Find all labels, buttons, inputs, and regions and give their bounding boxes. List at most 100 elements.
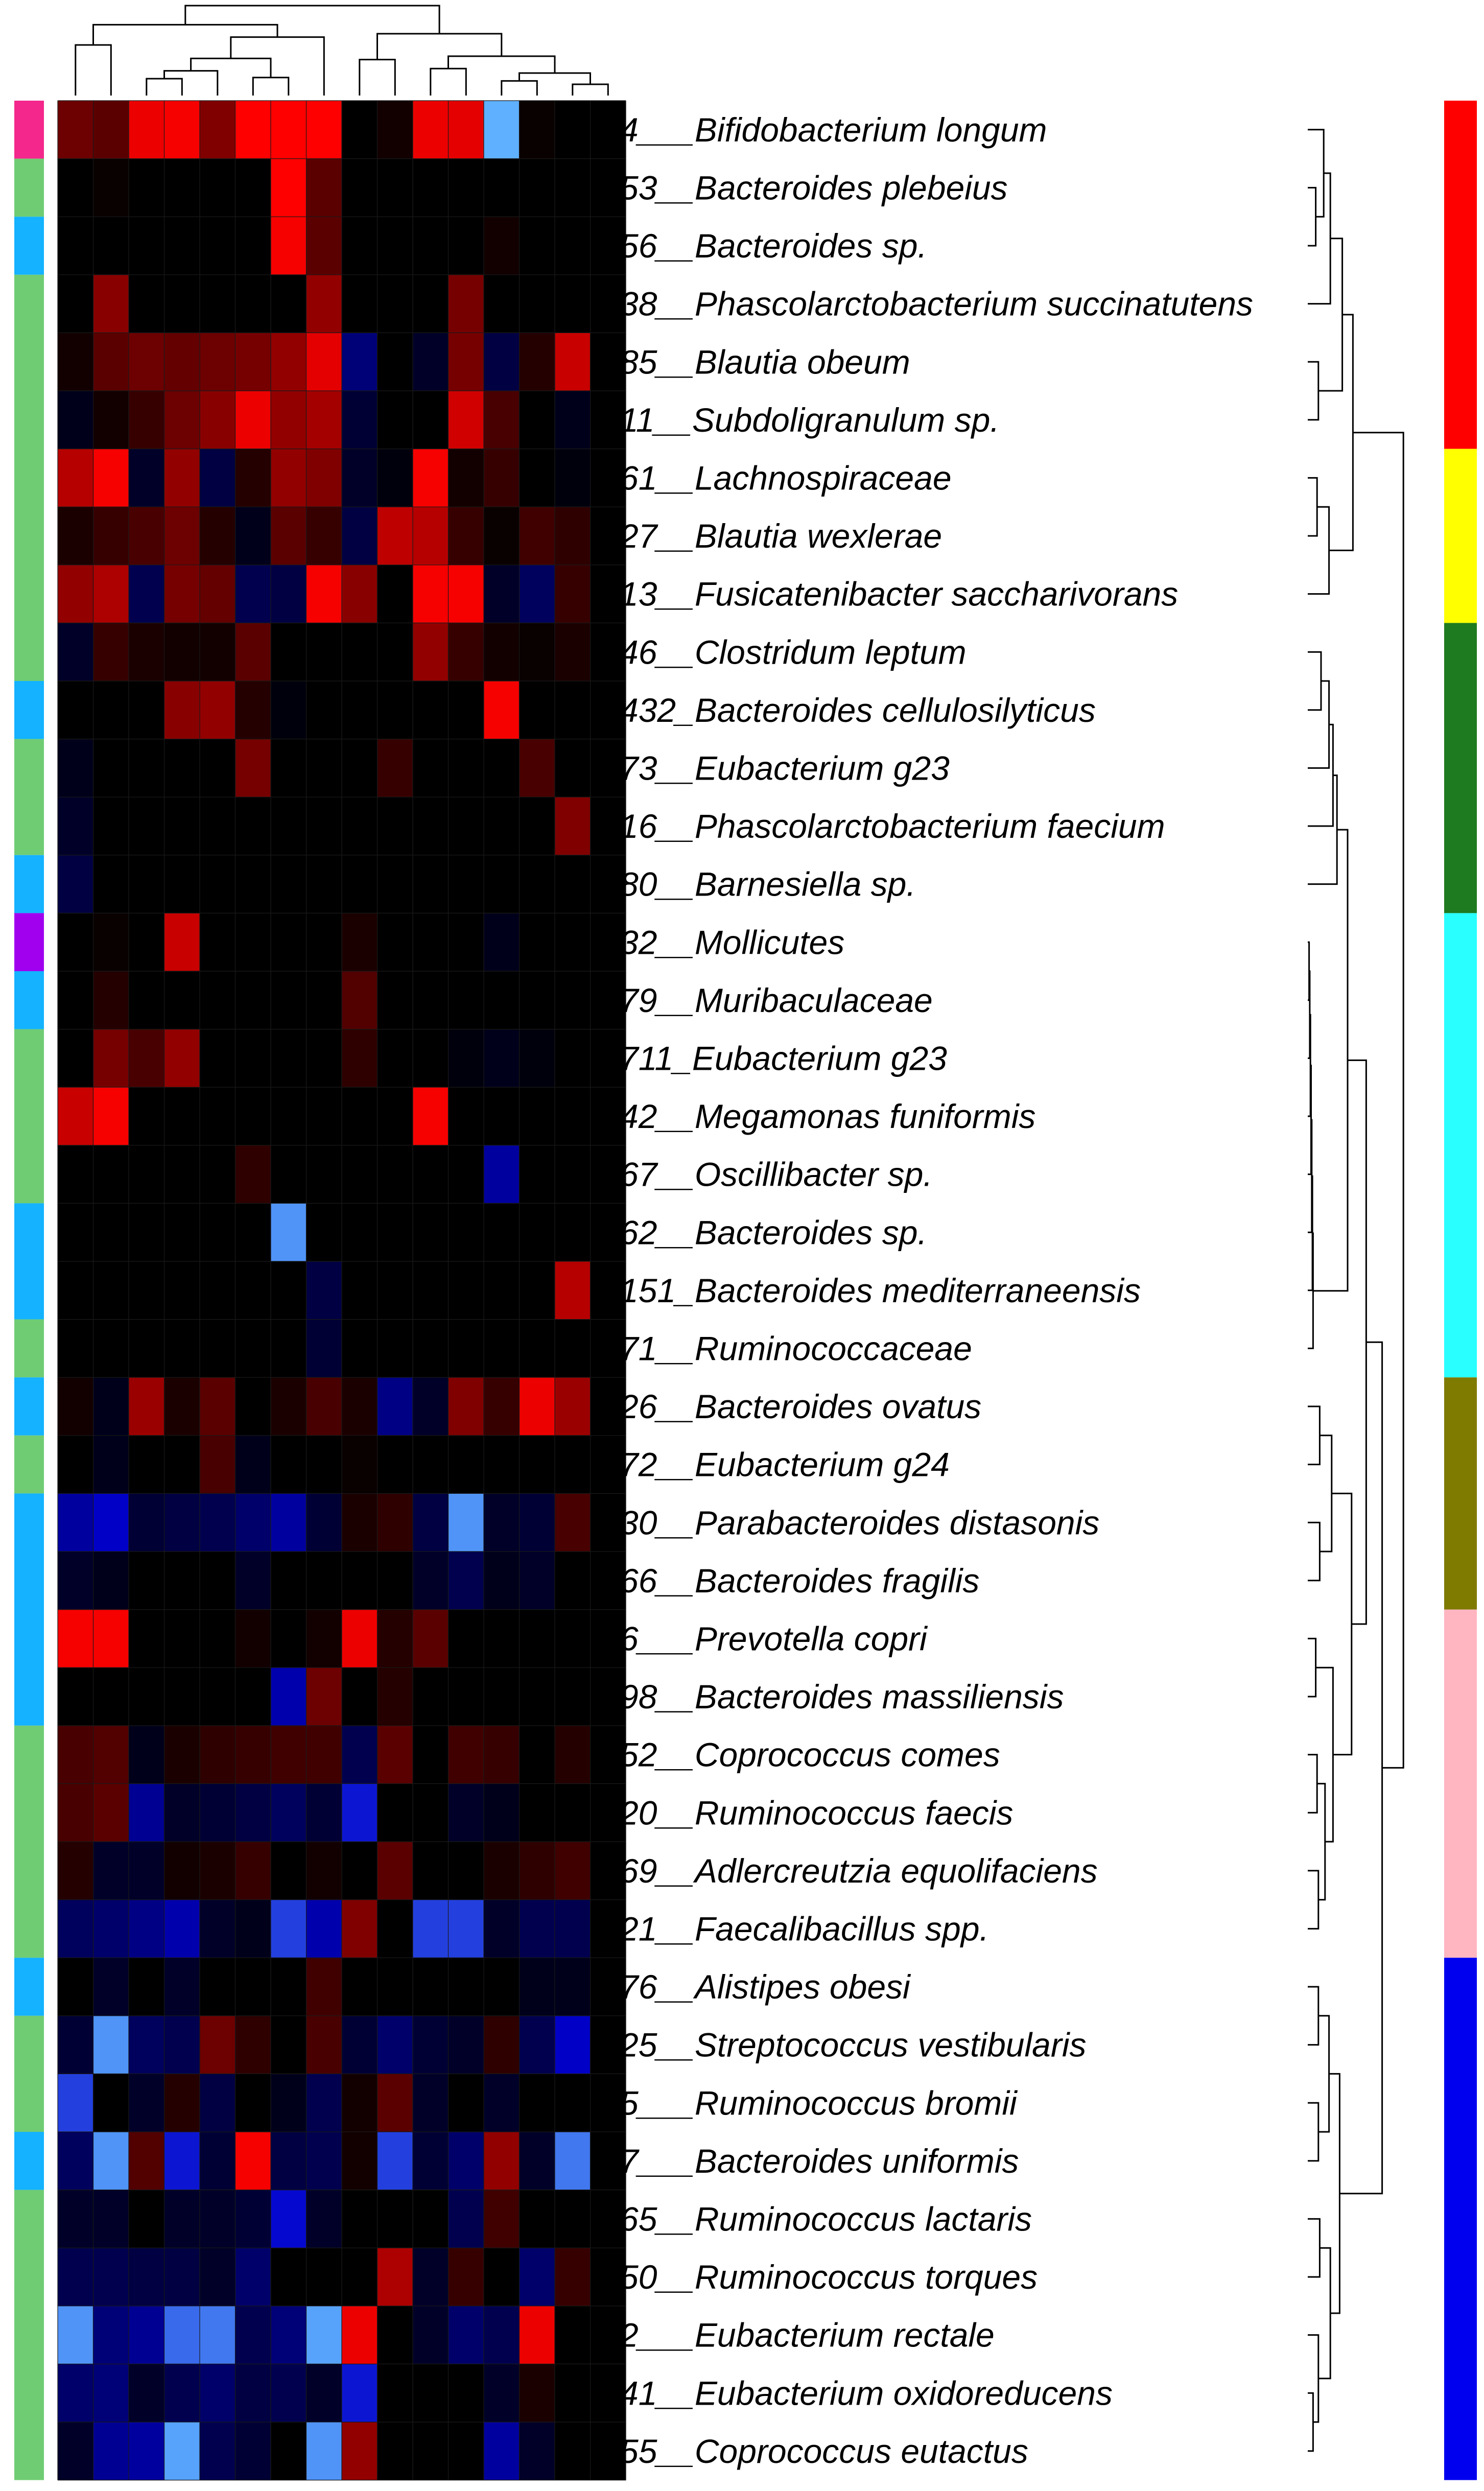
heatmap-cell (342, 2364, 378, 2423)
heatmap-cell (58, 797, 94, 856)
heatmap-cell (377, 623, 413, 682)
heatmap-cell (129, 1319, 165, 1378)
heatmap-cell (306, 681, 342, 740)
heatmap-cell (58, 2074, 94, 2132)
heatmap-cell (306, 1842, 342, 1900)
heatmap-cell (342, 274, 378, 333)
cluster-segment-olive (1444, 1377, 1477, 1610)
heatmap-cell (129, 1725, 165, 1784)
heatmap-cell (164, 1842, 200, 1900)
heatmap-cell (58, 217, 94, 275)
heatmap-cell (448, 158, 484, 217)
heatmap-cell (235, 217, 271, 275)
heatmap-cell (235, 391, 271, 450)
heatmap-cell (93, 2190, 129, 2248)
heatmap-cell (484, 565, 520, 623)
heatmap-cell (93, 2015, 129, 2074)
heatmap-cell (93, 1667, 129, 1726)
heatmap-cell (200, 2190, 236, 2248)
heatmap-cell (306, 1958, 342, 2016)
heatmap-cell (377, 2015, 413, 2074)
heatmap-cell (93, 1552, 129, 1610)
row-label: 151_Bacteroides mediterraneensis (620, 1272, 1141, 1309)
heatmap-cell (235, 1725, 271, 1784)
heatmap-cell (200, 449, 236, 507)
heatmap-cell (200, 565, 236, 623)
row-label: 76__Alistipes obesi (620, 1968, 911, 2006)
heatmap-cell (164, 2306, 200, 2364)
heatmap-cell (271, 1493, 307, 1552)
heatmap-cell (377, 274, 413, 333)
heatmap-cell (271, 797, 307, 856)
heatmap-cell (93, 2248, 129, 2307)
heatmap-cell (519, 274, 555, 333)
phylum-segment-green (14, 2015, 44, 2132)
row-label: 55__Coprococcus eutactus (620, 2432, 1028, 2470)
row-label: 32__Mollicutes (620, 923, 844, 961)
heatmap-cell (342, 2132, 378, 2191)
heatmap-cell (164, 855, 200, 913)
heatmap-cell (200, 274, 236, 333)
heatmap-cell (200, 1899, 236, 1958)
heatmap-cell (555, 449, 591, 507)
heatmap-cell (164, 333, 200, 391)
heatmap-cell (164, 2422, 200, 2481)
row-label: 41__Eubacterium oxidoreducens (620, 2374, 1113, 2412)
heatmap-cell (448, 1145, 484, 1204)
heatmap-cell (200, 2132, 236, 2191)
heatmap-cell (271, 1435, 307, 1494)
heatmap-cell (555, 797, 591, 856)
heatmap-cell (590, 1029, 626, 1088)
heatmap-cell (555, 1609, 591, 1668)
heatmap-cell (555, 2248, 591, 2307)
row-label: 73__Eubacterium g23 (620, 749, 950, 787)
heatmap-cell (93, 1377, 129, 1436)
heatmap-cell (519, 1203, 555, 1262)
heatmap-cell (590, 1435, 626, 1494)
heatmap-cell (235, 507, 271, 566)
heatmap-cell (484, 623, 520, 682)
heatmap-cell (484, 797, 520, 856)
heatmap-cell (590, 2190, 626, 2248)
heatmap-cell (200, 2306, 236, 2364)
heatmap-cell (555, 565, 591, 623)
heatmap-cell (306, 971, 342, 1030)
heatmap-cell (555, 1958, 591, 2016)
heatmap-cell (93, 1725, 129, 1784)
heatmap-cell (448, 391, 484, 450)
heatmap-cell (590, 1145, 626, 1204)
heatmap-cell (590, 565, 626, 623)
heatmap-cell (306, 1145, 342, 1204)
heatmap-cell (58, 1667, 94, 1726)
heatmap-cell (306, 1493, 342, 1552)
heatmap-cell (448, 565, 484, 623)
heatmap-cell (413, 1609, 449, 1668)
phylum-segment-sky (14, 217, 44, 275)
heatmap-cell (164, 274, 200, 333)
heatmap-cell (519, 2015, 555, 2074)
heatmap-cell (235, 1087, 271, 1146)
heatmap-cell (413, 507, 449, 566)
heatmap-cell (413, 2364, 449, 2423)
heatmap-cell (590, 507, 626, 566)
heatmap-cell (306, 1087, 342, 1146)
heatmap-cell (377, 855, 413, 913)
heatmap-cell (519, 1087, 555, 1146)
heatmap-cell (448, 1552, 484, 1610)
heatmap-cell (377, 2132, 413, 2191)
heatmap-cell (271, 2306, 307, 2364)
heatmap-cell (164, 913, 200, 972)
heatmap-cell (235, 2015, 271, 2074)
heatmap-cell (200, 1552, 236, 1610)
heatmap-cell (484, 913, 520, 972)
heatmap-cell (235, 681, 271, 740)
heatmap-cell (235, 274, 271, 333)
heatmap-cell (377, 507, 413, 566)
heatmap-cell (448, 1783, 484, 1842)
heatmap-cell (129, 1377, 165, 1436)
heatmap-cell (129, 1435, 165, 1494)
heatmap-cell (413, 1145, 449, 1204)
heatmap-cell (164, 391, 200, 450)
heatmap-cell (129, 1552, 165, 1610)
